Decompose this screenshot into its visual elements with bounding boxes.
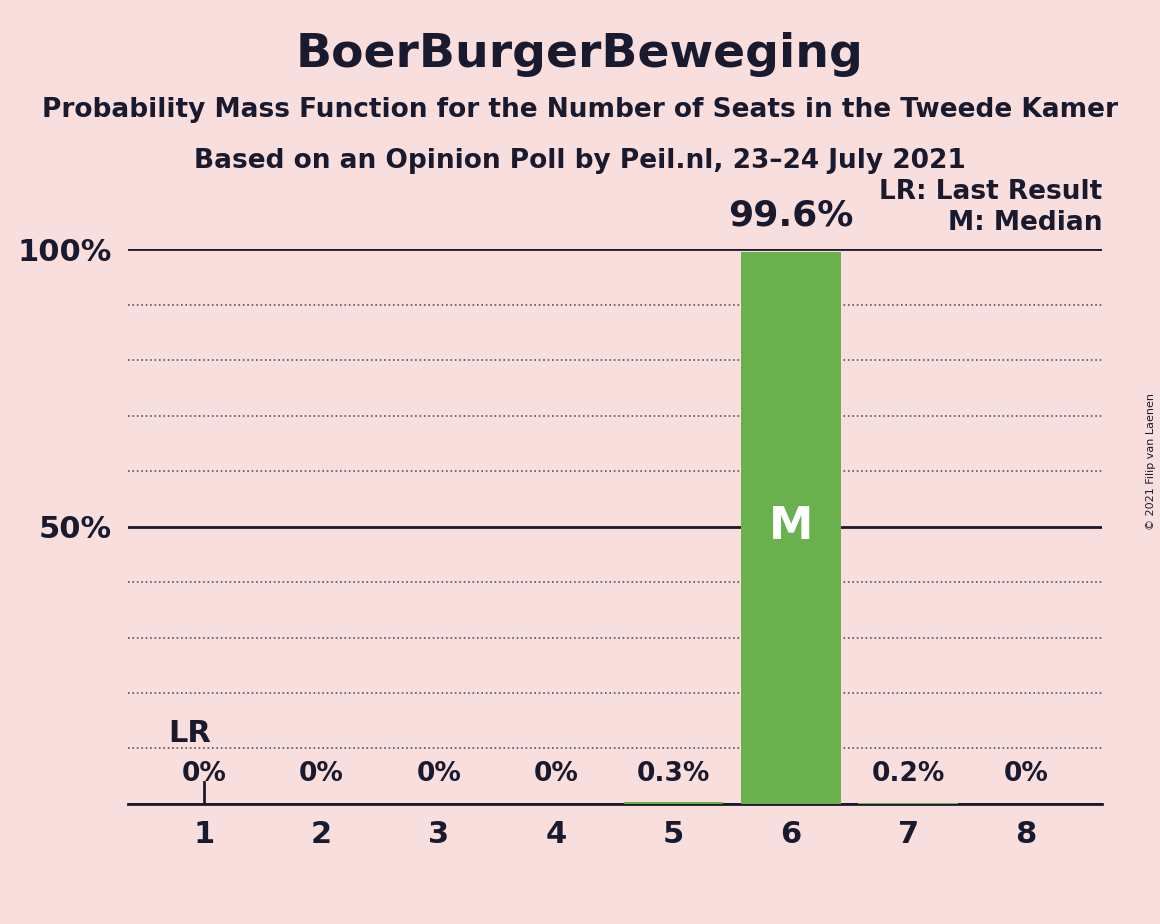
Text: M: Median: M: Median — [948, 210, 1102, 236]
Text: 0%: 0% — [534, 761, 579, 787]
Text: © 2021 Filip van Laenen: © 2021 Filip van Laenen — [1146, 394, 1155, 530]
Text: BoerBurgerBeweging: BoerBurgerBeweging — [296, 32, 864, 78]
Text: LR: Last Result: LR: Last Result — [879, 179, 1102, 205]
Bar — [858, 803, 958, 804]
Text: 0.2%: 0.2% — [871, 761, 945, 787]
Text: 0%: 0% — [181, 761, 226, 787]
Text: Probability Mass Function for the Number of Seats in the Tweede Kamer: Probability Mass Function for the Number… — [42, 97, 1118, 123]
Bar — [741, 251, 841, 804]
Text: 0%: 0% — [1003, 761, 1049, 787]
Text: 0.3%: 0.3% — [637, 761, 710, 787]
Text: 99.6%: 99.6% — [728, 199, 854, 233]
Text: 0%: 0% — [299, 761, 343, 787]
Text: LR: LR — [168, 720, 211, 748]
Text: 0%: 0% — [416, 761, 462, 787]
Text: Based on an Opinion Poll by Peil.nl, 23–24 July 2021: Based on an Opinion Poll by Peil.nl, 23–… — [194, 148, 966, 174]
Bar — [624, 802, 724, 804]
Text: M: M — [769, 505, 813, 548]
